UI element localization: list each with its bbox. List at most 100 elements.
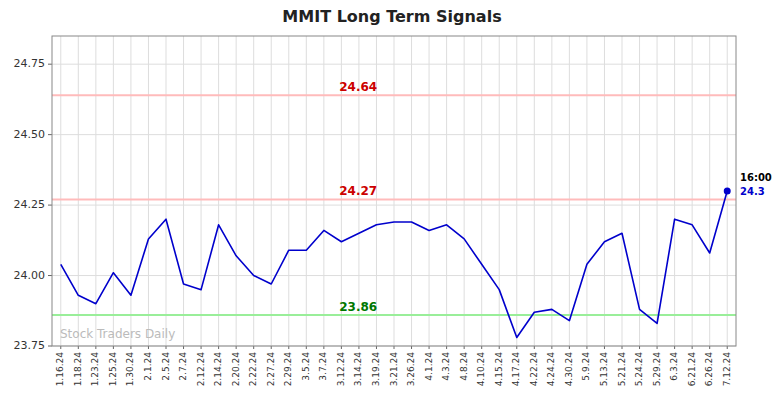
x-grid-line bbox=[551, 36, 552, 346]
x-tick-label: 3.26.24 bbox=[406, 352, 416, 387]
x-grid-line bbox=[709, 36, 710, 346]
x-grid-line bbox=[60, 36, 61, 346]
x-grid-line bbox=[271, 36, 272, 346]
x-grid-line bbox=[622, 36, 623, 346]
x-tick-label: 1.25.24 bbox=[108, 352, 118, 387]
x-tick-label: 1.23.24 bbox=[90, 352, 100, 387]
y-tick-label: 24.25 bbox=[14, 198, 46, 211]
x-grid-line bbox=[674, 36, 675, 346]
x-grid-line bbox=[569, 36, 570, 346]
last-point bbox=[724, 188, 731, 195]
x-grid-line bbox=[657, 36, 658, 346]
x-grid-line bbox=[253, 36, 254, 346]
reference-line bbox=[52, 198, 736, 200]
x-grid-line bbox=[639, 36, 640, 346]
reference-label: 23.86 bbox=[339, 300, 377, 314]
x-grid-line bbox=[323, 36, 324, 346]
y-tick bbox=[48, 275, 52, 276]
reference-line bbox=[52, 94, 736, 96]
x-grid-line bbox=[394, 36, 395, 346]
x-grid-line bbox=[464, 36, 465, 346]
x-tick-label: 1.16.24 bbox=[55, 352, 65, 387]
x-tick-label: 2.1.24 bbox=[143, 352, 153, 381]
x-grid-line bbox=[183, 36, 184, 346]
x-grid-line bbox=[166, 36, 167, 346]
x-tick-label: 6.3.24 bbox=[669, 352, 679, 381]
title: MMIT Long Term Signals bbox=[282, 7, 501, 26]
x-grid-line bbox=[95, 36, 96, 346]
x-tick-label: 1.18.24 bbox=[73, 352, 83, 387]
x-grid-line bbox=[78, 36, 79, 346]
x-tick-label: 7.12.24 bbox=[722, 352, 732, 387]
reference-label: 24.64 bbox=[339, 80, 377, 94]
x-tick-label: 4.15.24 bbox=[494, 352, 504, 387]
x-grid-line bbox=[586, 36, 587, 346]
x-tick-label: 4.8.24 bbox=[459, 352, 469, 381]
x-grid-line bbox=[288, 36, 289, 346]
y-tick-label: 24.00 bbox=[14, 269, 46, 282]
x-tick-label: 4.22.24 bbox=[529, 352, 539, 387]
grid bbox=[52, 36, 736, 346]
x-tick-label: 3.21.24 bbox=[389, 352, 399, 387]
y-tick bbox=[48, 134, 52, 135]
x-tick-label: 3.12.24 bbox=[336, 352, 346, 387]
y-tick bbox=[48, 346, 52, 347]
x-tick-label: 3.14.24 bbox=[353, 352, 363, 387]
x-grid-line bbox=[534, 36, 535, 346]
watermark: Stock Traders Daily bbox=[60, 327, 175, 341]
x-grid-line bbox=[604, 36, 605, 346]
x-grid-line bbox=[692, 36, 693, 346]
x-tick-label: 4.30.24 bbox=[564, 352, 574, 387]
x-grid-line bbox=[481, 36, 482, 346]
plot-area bbox=[52, 95, 736, 337]
chart: 23.75 24.00 24.25 24.50 24.75 1.16.24 1.18.24 1… bbox=[0, 0, 784, 398]
x-grid-line bbox=[201, 36, 202, 346]
price-line bbox=[61, 191, 727, 338]
x-grid-line bbox=[130, 36, 131, 346]
x-grid-line bbox=[446, 36, 447, 346]
x-tick-label: 6.21.24 bbox=[687, 352, 697, 387]
x-tick-label: 5.21.24 bbox=[617, 352, 627, 387]
x-tick-label: 2.22.24 bbox=[248, 352, 258, 387]
x-tick-label: 3.7.24 bbox=[318, 352, 328, 381]
x-grid-line bbox=[411, 36, 412, 346]
x-tick-label: 3.5.24 bbox=[301, 352, 311, 381]
y-tick bbox=[48, 205, 52, 206]
last-price-label: 24.3 bbox=[740, 186, 765, 197]
x-grid-line bbox=[516, 36, 517, 346]
y-tick-label: 23.75 bbox=[14, 339, 46, 352]
x-tick-label: 2.29.24 bbox=[283, 352, 293, 387]
x-tick-label: 4.1.24 bbox=[424, 352, 434, 381]
x-tick-label: 4.3.24 bbox=[441, 352, 451, 381]
x-tick-label: 2.27.24 bbox=[266, 352, 276, 387]
x-tick-label: 5.9.24 bbox=[581, 352, 591, 381]
x-grid-line bbox=[429, 36, 430, 346]
y-tick-label: 24.75 bbox=[14, 57, 46, 70]
x-tick-label: 5.13.24 bbox=[599, 352, 609, 387]
x-tick-label: 4.10.24 bbox=[476, 352, 486, 387]
x-grid-line bbox=[148, 36, 149, 346]
x-tick-label: 2.7.24 bbox=[178, 352, 188, 381]
reference-line bbox=[52, 314, 736, 316]
x-grid-line bbox=[306, 36, 307, 346]
reference-label: 24.27 bbox=[339, 184, 377, 198]
x-tick-label: 2.5.24 bbox=[161, 352, 171, 381]
x-tick-label: 1.30.24 bbox=[125, 352, 135, 387]
x-tick-label: 3.19.24 bbox=[371, 352, 381, 387]
x-tick-label: 5.24.24 bbox=[634, 352, 644, 387]
plot-frame bbox=[52, 36, 736, 346]
x-tick-label: 2.12.24 bbox=[196, 352, 206, 387]
x-tick-label: 4.17.24 bbox=[511, 352, 521, 387]
x-tick-label: 5.29.24 bbox=[652, 352, 662, 387]
x-grid-line bbox=[113, 36, 114, 346]
x-tick-label: 2.14.24 bbox=[213, 352, 223, 387]
x-tick-label: 4.24.24 bbox=[546, 352, 556, 387]
x-grid-line bbox=[218, 36, 219, 346]
x-tick-label: 2.20.24 bbox=[231, 352, 241, 387]
x-tick-label: 6.26.24 bbox=[704, 352, 714, 387]
x-grid-line bbox=[236, 36, 237, 346]
y-tick bbox=[48, 64, 52, 65]
last-time-label: 16:00 bbox=[740, 172, 772, 183]
y-tick-label: 24.50 bbox=[14, 128, 46, 141]
x-grid-line bbox=[499, 36, 500, 346]
